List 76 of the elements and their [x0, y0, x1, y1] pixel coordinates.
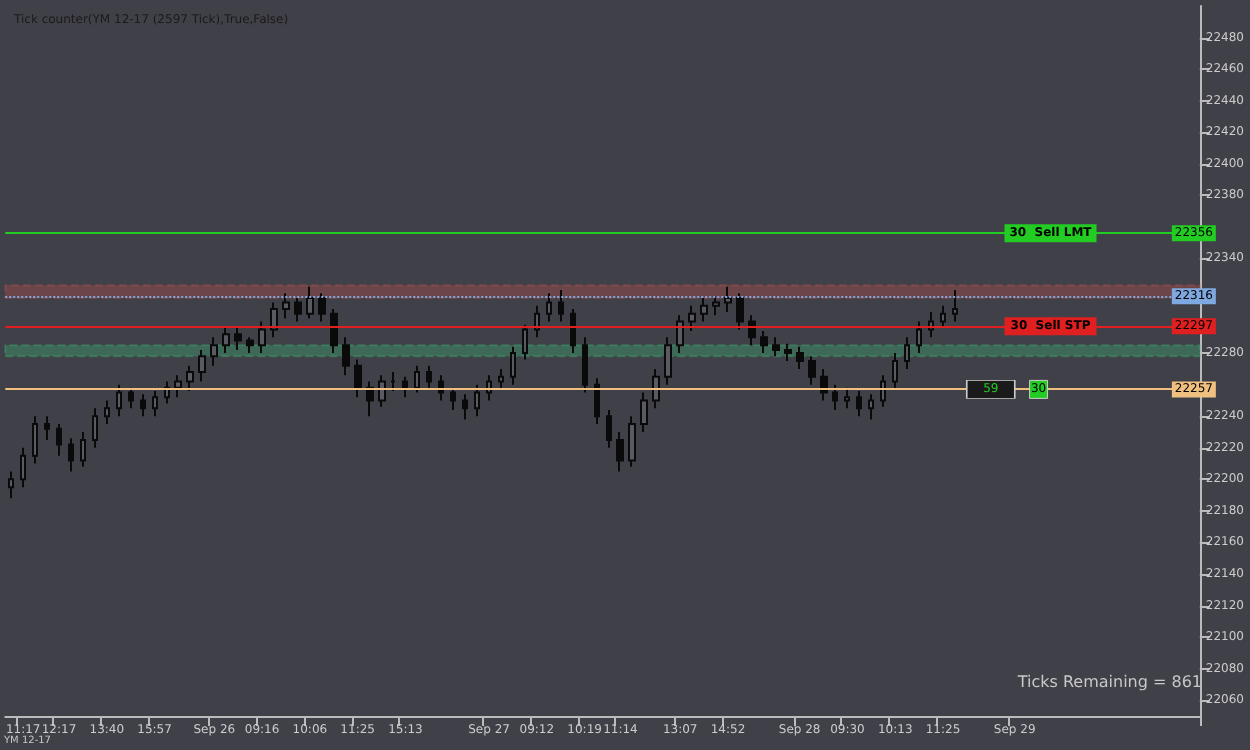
candlestick	[186, 364, 194, 392]
candlestick	[664, 336, 672, 386]
candlestick	[688, 304, 696, 333]
candlestick	[724, 285, 732, 314]
candlestick	[760, 330, 768, 355]
candlestick	[736, 292, 744, 331]
candlestick	[594, 377, 600, 426]
candlestick	[306, 285, 314, 320]
candlestick	[318, 292, 326, 323]
candlestick	[330, 307, 338, 355]
candlestick	[772, 336, 780, 358]
candlestick	[32, 415, 38, 465]
candlestick	[20, 446, 26, 489]
candlestick	[570, 307, 576, 355]
candlestick	[606, 408, 612, 449]
candlestick	[868, 393, 874, 421]
candlestick	[892, 352, 898, 389]
candlestick	[246, 336, 254, 355]
candlestick	[534, 304, 540, 339]
candlestick	[80, 431, 86, 468]
candlestick	[282, 292, 290, 320]
candlestick	[366, 380, 374, 418]
candlestick	[140, 393, 146, 418]
candlestick	[390, 371, 396, 392]
candlestick	[222, 326, 230, 355]
candlestick	[414, 364, 420, 394]
candlestick	[844, 386, 850, 410]
candlestick	[378, 374, 386, 408]
candlestick	[8, 470, 14, 500]
candlestick	[712, 295, 720, 317]
candlestick	[522, 323, 528, 361]
candlestick	[904, 336, 910, 370]
candlestick	[558, 289, 564, 323]
candlestick	[856, 389, 862, 418]
candlestick	[462, 393, 468, 421]
candlestick	[616, 431, 624, 473]
candlestick	[832, 383, 838, 411]
candlestick	[820, 367, 828, 402]
annotation: Ticks Remaining = 861	[1015, 673, 1203, 691]
candlestick	[174, 374, 182, 399]
candlestick	[510, 345, 516, 386]
candlestick	[676, 314, 684, 355]
candlestick	[116, 383, 122, 418]
candlestick	[56, 423, 62, 457]
candlestick	[44, 415, 50, 441]
candlestick	[916, 320, 922, 355]
candlestick	[940, 304, 946, 329]
candlestick	[402, 375, 408, 399]
candlestick	[294, 296, 302, 323]
candlestick	[198, 348, 206, 383]
candlestick	[152, 389, 158, 418]
candlestick	[234, 326, 242, 351]
candlestick	[628, 415, 636, 468]
candlestick	[426, 364, 432, 389]
candlestick	[498, 367, 504, 389]
candlestick	[700, 296, 708, 323]
candlestick	[952, 289, 958, 323]
candlestick	[808, 355, 816, 386]
candlestick	[880, 374, 886, 408]
candlestick	[652, 367, 660, 410]
candlestick	[92, 407, 98, 449]
candlestick	[68, 437, 74, 473]
candlestick	[474, 383, 480, 418]
candlestick	[450, 386, 456, 411]
candlestick	[784, 342, 792, 362]
candlestick	[796, 345, 804, 370]
candlestick	[354, 358, 362, 399]
candlestick	[748, 314, 756, 347]
candlestick	[104, 399, 110, 426]
candlestick	[342, 336, 350, 377]
candlestick	[546, 292, 552, 323]
candlestick	[640, 391, 648, 433]
candlestick	[210, 336, 218, 367]
candlestick	[582, 336, 588, 394]
candlestick	[258, 320, 266, 355]
candlestick	[128, 386, 134, 410]
